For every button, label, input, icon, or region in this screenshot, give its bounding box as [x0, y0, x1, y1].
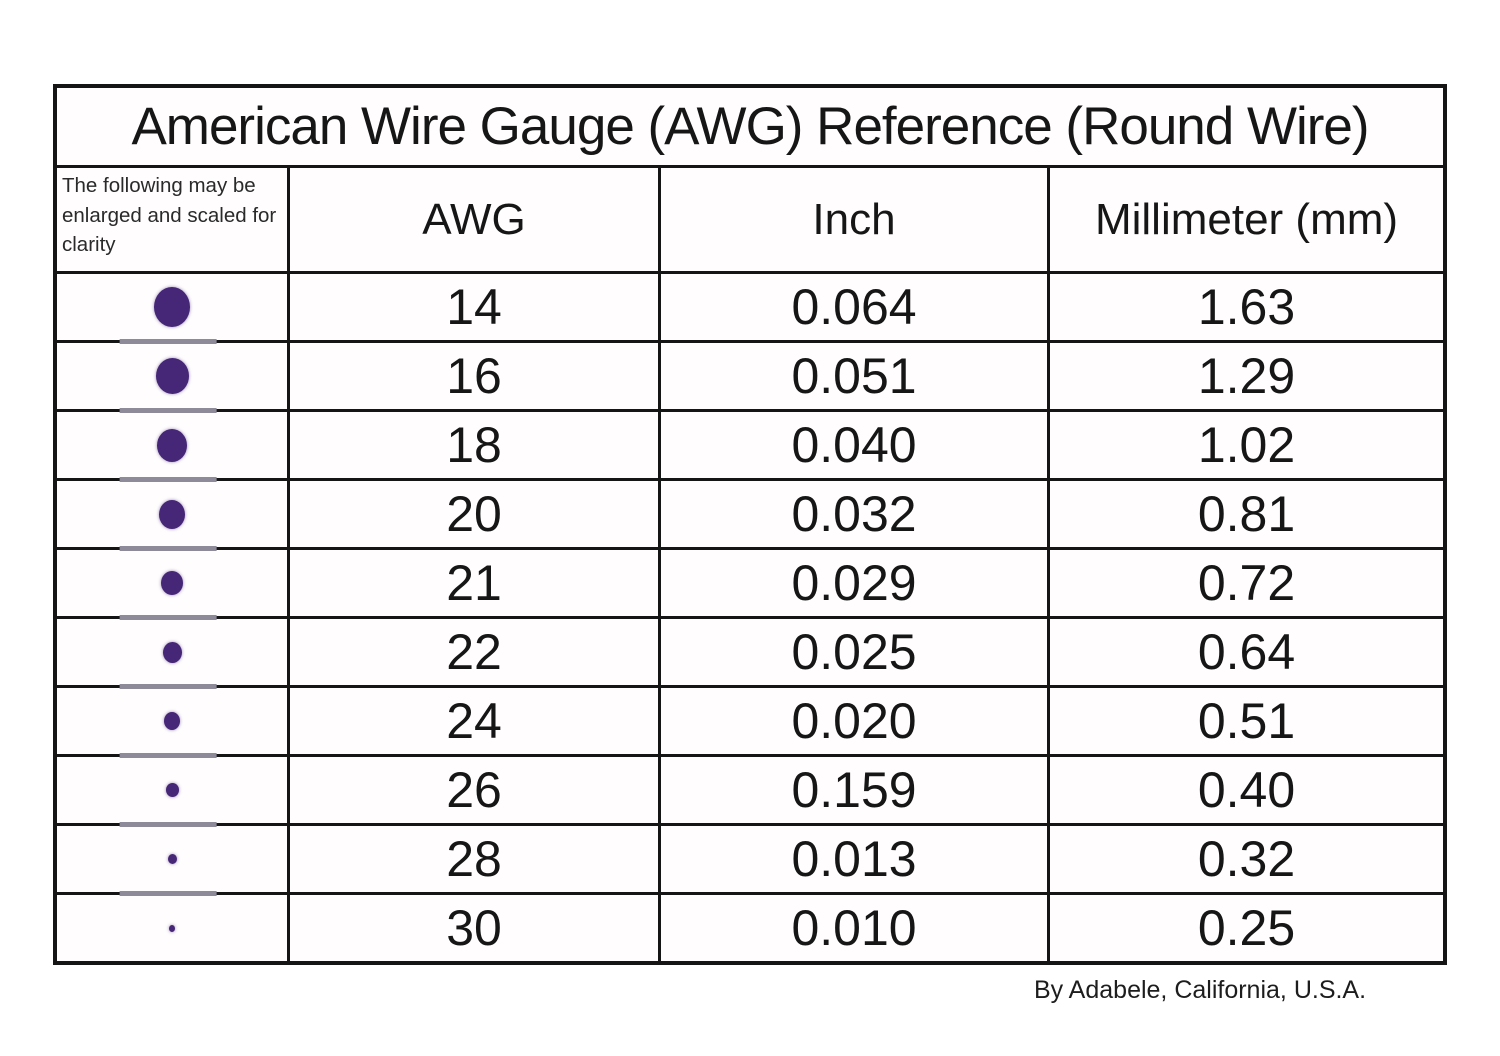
- wire-size-sample-cell: [57, 550, 290, 620]
- row-divider-highlight: [119, 615, 217, 620]
- wire-size-sample-cell: [57, 688, 290, 758]
- wire-dot: [165, 783, 179, 797]
- wire-size-sample-cell: [57, 412, 290, 482]
- mm-value: 1.02: [1197, 417, 1296, 473]
- row-divider-highlight: [119, 546, 217, 551]
- row-divider-highlight: [119, 408, 217, 413]
- mm-value: 0.81: [1197, 486, 1296, 542]
- inch-value: 0.029: [661, 550, 1050, 616]
- wire-dot: [159, 499, 185, 529]
- wire-size-sample-cell: [57, 481, 290, 551]
- wire-dot: [161, 571, 183, 595]
- table-row: 14 0.064 1.63: [57, 274, 1443, 344]
- row-divider-highlight: [119, 477, 217, 482]
- col-header-awg: AWG: [290, 168, 661, 271]
- awg-reference-table: American Wire Gauge (AWG) Reference (Rou…: [53, 84, 1447, 965]
- inch-value: 0.159: [661, 757, 1050, 823]
- wire-dot: [167, 854, 177, 864]
- wire-dot: [162, 641, 182, 663]
- mm-value: 0.72: [1197, 555, 1296, 611]
- awg-value: 28: [290, 826, 661, 892]
- awg-value: 24: [290, 688, 661, 754]
- table-row: 16 0.051 1.29: [57, 343, 1443, 413]
- awg-value: 14: [290, 274, 661, 340]
- mm-value: 0.40: [1197, 762, 1296, 818]
- clarity-note: The following may be enlarged and scaled…: [57, 168, 290, 271]
- wire-dot: [154, 287, 190, 327]
- awg-value: 21: [290, 550, 661, 616]
- wire-dot: [155, 358, 189, 394]
- row-divider-highlight: [119, 684, 217, 689]
- wire-size-sample-cell: [57, 757, 290, 827]
- wire-size-sample-cell: [57, 895, 290, 961]
- header-row: The following may be enlarged and scaled…: [57, 168, 1443, 274]
- inch-value: 0.025: [661, 619, 1050, 685]
- wire-size-sample-cell: [57, 619, 290, 689]
- inch-value: 0.064: [661, 274, 1050, 340]
- wire-dot: [169, 924, 175, 932]
- mm-value: 0.32: [1197, 831, 1296, 887]
- title-row: American Wire Gauge (AWG) Reference (Rou…: [57, 88, 1443, 168]
- table-row: 26 0.159 0.40: [57, 757, 1443, 827]
- table-row: 24 0.020 0.51: [57, 688, 1443, 758]
- inch-value: 0.020: [661, 688, 1050, 754]
- col-header-inch: Inch: [661, 168, 1050, 271]
- attribution-text: By Adabele, California, U.S.A.: [1033, 976, 1367, 1004]
- wire-dot: [157, 428, 187, 462]
- wire-size-sample-cell: [57, 343, 290, 413]
- wire-dot: [164, 712, 180, 730]
- inch-value: 0.051: [661, 343, 1050, 409]
- awg-value: 22: [290, 619, 661, 685]
- awg-value: 20: [290, 481, 661, 547]
- row-divider-highlight: [119, 339, 217, 344]
- table-row: 30 0.010 0.25: [57, 895, 1443, 961]
- inch-value: 0.032: [661, 481, 1050, 547]
- table-row: 18 0.040 1.02: [57, 412, 1443, 482]
- awg-value: 30: [290, 895, 661, 961]
- row-divider-highlight: [119, 822, 217, 827]
- table-row: 22 0.025 0.64: [57, 619, 1443, 689]
- awg-value: 18: [290, 412, 661, 478]
- row-divider-highlight: [119, 753, 217, 758]
- table-row: 28 0.013 0.32: [57, 826, 1443, 896]
- mm-value: 0.25: [1197, 900, 1296, 956]
- col-header-mm: Millimeter (mm): [1094, 194, 1399, 244]
- inch-value: 0.040: [661, 412, 1050, 478]
- mm-value: 0.51: [1197, 693, 1296, 749]
- table-row: 21 0.029 0.72: [57, 550, 1443, 620]
- inch-value: 0.013: [661, 826, 1050, 892]
- table-row: 20 0.032 0.81: [57, 481, 1443, 551]
- page-title: American Wire Gauge (AWG) Reference (Rou…: [131, 97, 1369, 156]
- wire-size-sample-cell: [57, 826, 290, 896]
- wire-size-sample-cell: [57, 274, 290, 344]
- inch-value: 0.010: [661, 895, 1050, 961]
- row-divider-highlight: [119, 891, 217, 896]
- awg-value: 16: [290, 343, 661, 409]
- awg-value: 26: [290, 757, 661, 823]
- mm-value: 1.63: [1197, 279, 1296, 335]
- mm-value: 1.29: [1197, 348, 1296, 404]
- mm-value: 0.64: [1197, 624, 1296, 680]
